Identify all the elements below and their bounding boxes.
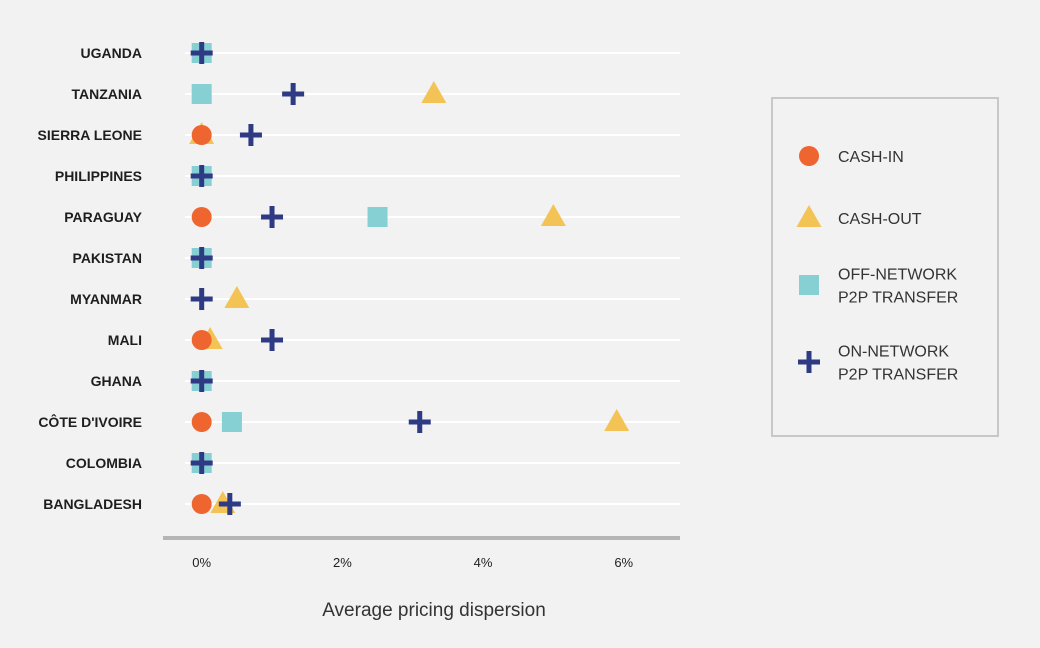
cash-in-point (191, 125, 212, 145)
legend-box (771, 97, 999, 437)
on-network-point (190, 42, 213, 64)
category-label: MALI (108, 332, 142, 348)
legend-off-network-icon (799, 275, 819, 295)
legend-cash-out-icon (796, 205, 822, 227)
legend-label: P2P TRANSFER (838, 367, 958, 384)
category-label: UGANDA (81, 45, 142, 61)
x-axis: 0% 2% 4% 6% (163, 536, 680, 570)
category-label: GHANA (91, 373, 142, 389)
legend-label: ON-NETWORK (838, 344, 949, 361)
cash-in-point (191, 207, 212, 227)
on-network-point (282, 83, 305, 105)
category-labels: UGANDA TANZANIA SIERRA LEONE PHILIPPINES PAR… (38, 45, 143, 512)
cash-in-point (191, 412, 212, 432)
category-label: SIERRA LEONE (38, 127, 143, 143)
x-tick-label: 6% (614, 555, 633, 570)
category-label: PAKISTAN (73, 250, 142, 266)
on-network-point (190, 165, 213, 187)
x-axis-title: Average pricing dispersion (322, 600, 546, 621)
on-network-point (190, 288, 213, 310)
off-network-point (221, 412, 242, 432)
legend-cash-in-icon (799, 146, 819, 166)
off-network-point (367, 207, 388, 227)
cash-out-point (421, 81, 447, 103)
on-network-point (408, 411, 431, 433)
x-tick-label: 2% (333, 555, 352, 570)
legend-label: OFF-NETWORK (838, 267, 957, 284)
legend: CASH-IN CASH-OUT OFF-NETWORK P2P TRANSFER ON… (771, 97, 999, 437)
cash-in-point (191, 330, 212, 350)
category-label: TANZANIA (71, 86, 142, 102)
category-label: CÔTE D'IVOIRE (38, 413, 142, 430)
off-network-point (191, 84, 212, 104)
legend-label: P2P TRANSFER (838, 290, 958, 307)
cash-in-point (191, 494, 212, 514)
cash-out-point (224, 286, 250, 308)
data-points (189, 42, 630, 515)
category-label: MYANMAR (70, 291, 142, 307)
legend-label: CASH-IN (838, 149, 904, 166)
cash-out-point (604, 409, 630, 431)
x-tick-label: 0% (192, 555, 211, 570)
legend-on-network-icon (798, 351, 820, 373)
grid-lines (185, 52, 680, 505)
cash-out-point (540, 204, 566, 226)
legend-label: CASH-OUT (838, 211, 922, 228)
on-network-point (218, 493, 241, 515)
on-network-point (190, 370, 213, 392)
category-label: COLOMBIA (66, 455, 142, 471)
category-label: PHILIPPINES (55, 168, 142, 184)
category-label: PARAGUAY (64, 209, 142, 225)
on-network-point (261, 206, 284, 228)
x-tick-label: 4% (474, 555, 493, 570)
on-network-point (239, 124, 262, 146)
category-label: BANGLADESH (43, 496, 142, 512)
on-network-point (261, 329, 284, 351)
on-network-point (190, 452, 213, 474)
on-network-point (190, 247, 213, 269)
